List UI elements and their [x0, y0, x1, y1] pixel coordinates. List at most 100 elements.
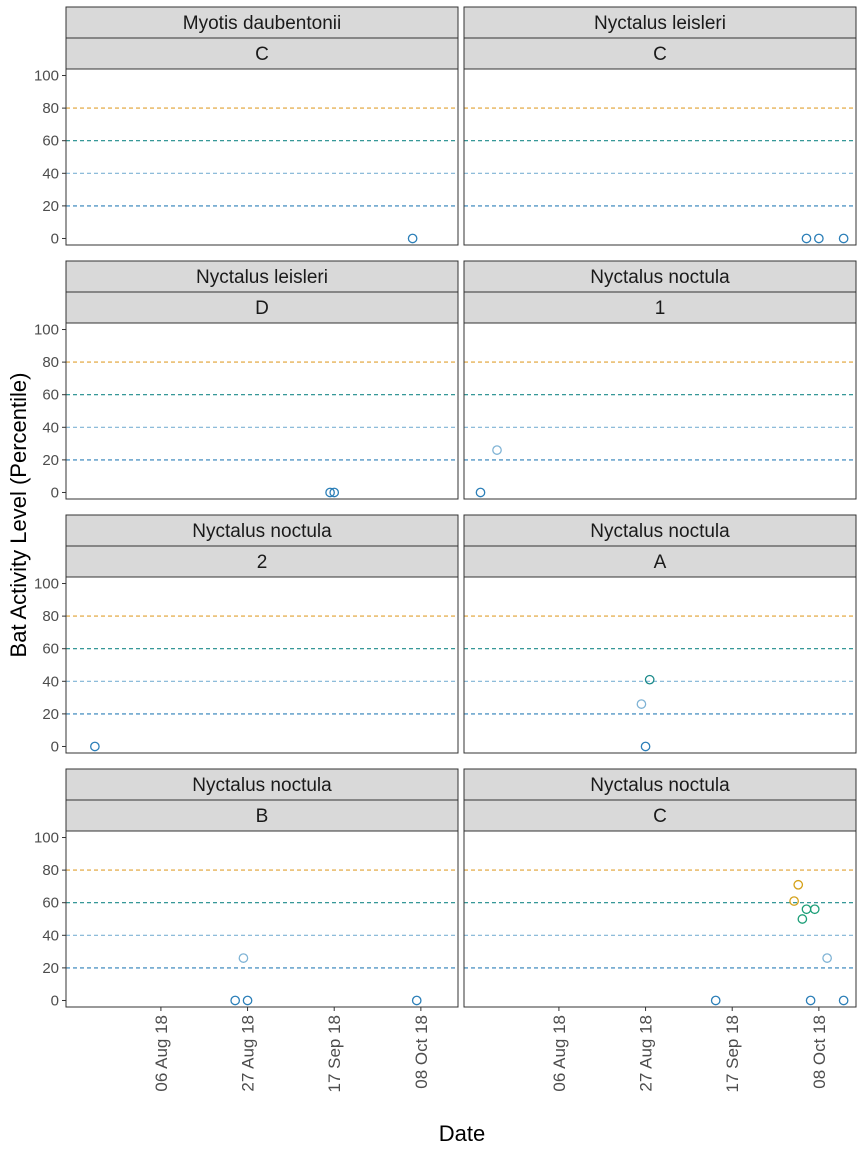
- panel-plot-area: [66, 69, 458, 245]
- y-axis-title: Bat Activity Level (Percentile): [6, 373, 31, 658]
- strip-site-label: 2: [257, 552, 268, 573]
- data-point: [838, 995, 849, 1006]
- panel-plot-area: [464, 323, 856, 499]
- strip-site-label: 1: [655, 298, 666, 319]
- y-tick-label: 80: [42, 608, 59, 625]
- strip-site-label: C: [653, 806, 667, 827]
- strip-site-background: [65, 37, 459, 70]
- strip-species-background: [65, 514, 459, 547]
- x-tick-label: 27 Aug 18: [637, 1015, 656, 1092]
- data-point: [710, 995, 721, 1006]
- strip-site-background: [463, 799, 857, 832]
- x-tick-label: 08 Oct 18: [810, 1015, 829, 1089]
- facet-panel: Nyctalus noctula A: [463, 514, 857, 754]
- strip-species-label: Nyctalus leisleri: [196, 267, 328, 288]
- strip-site-label: C: [255, 44, 269, 65]
- y-tick-label: 0: [51, 992, 59, 1009]
- panel-border: [65, 322, 459, 500]
- y-tick-label: 0: [51, 484, 59, 501]
- x-tick-label: 17 Sep 18: [723, 1015, 742, 1093]
- x-axis-title: Date: [439, 1121, 485, 1146]
- panel-border: [463, 322, 857, 500]
- strip-site-background: [463, 37, 857, 70]
- data-point: [801, 233, 812, 244]
- strip-species-background: [463, 514, 857, 547]
- data-point: [636, 699, 647, 709]
- data-point: [789, 896, 799, 906]
- panel-border: [463, 830, 857, 1008]
- strip-site-background: [463, 291, 857, 324]
- data-point: [242, 995, 253, 1006]
- panel-plot-area: [464, 831, 856, 1007]
- strip-site-label: D: [255, 298, 269, 319]
- data-point: [822, 953, 832, 963]
- y-tick-label: 20: [42, 452, 59, 469]
- y-tick-label: 0: [51, 738, 59, 755]
- y-tick-label: 40: [42, 673, 59, 690]
- x-tick-label: 17 Sep 18: [325, 1015, 344, 1093]
- facet-panel: Nyctalus noctula C: [463, 768, 857, 1008]
- strip-species-background: [463, 260, 857, 293]
- strip-species-label: Nyctalus noctula: [590, 267, 730, 288]
- strip-site-background: [65, 291, 459, 324]
- x-tick-label: 06 Aug 18: [550, 1015, 569, 1092]
- panel-border: [65, 576, 459, 754]
- panel-border: [463, 576, 857, 754]
- panel-plot-area: [464, 577, 856, 753]
- y-tick-label: 0: [51, 230, 59, 247]
- panel-border: [65, 68, 459, 246]
- y-tick-label: 60: [42, 387, 59, 404]
- facet-panel: Nyctalus noctula B 0 20 40 60 80 100: [34, 768, 459, 1009]
- data-point: [640, 741, 651, 752]
- data-point: [644, 674, 655, 685]
- strip-site-label: C: [653, 44, 667, 65]
- x-tick-label: 27 Aug 18: [239, 1015, 258, 1092]
- data-point: [325, 487, 335, 498]
- panel-plot-area: [66, 577, 458, 753]
- facet-panel: Myotis daubentonii C 0 20 40 60 80 100: [34, 6, 459, 247]
- x-tick-label: 08 Oct 18: [412, 1015, 431, 1089]
- strip-species-background: [65, 260, 459, 293]
- facet-panels: Myotis daubentoniiC020406080100Nyctalus …: [34, 6, 857, 1009]
- panel-border: [65, 830, 459, 1008]
- data-point: [492, 445, 502, 455]
- y-tick-label: 80: [42, 100, 59, 117]
- strip-site-background: [65, 799, 459, 832]
- y-tick-label: 20: [42, 706, 59, 723]
- y-tick-label: 40: [42, 165, 59, 182]
- facet-panel: Nyctalus leisleri D 0 20 40 60 80 100: [34, 260, 459, 501]
- y-tick-label: 100: [34, 830, 59, 847]
- data-point: [475, 487, 486, 498]
- data-point: [805, 995, 816, 1006]
- strip-species-background: [65, 768, 459, 801]
- data-point: [90, 741, 100, 752]
- facet-panel: Nyctalus noctula 1: [463, 260, 857, 500]
- data-point: [411, 995, 422, 1006]
- data-point: [797, 914, 808, 924]
- data-point: [809, 904, 820, 915]
- y-tick-label: 60: [42, 641, 59, 658]
- strip-species-label: Nyctalus noctula: [192, 775, 332, 796]
- y-tick-label: 80: [42, 354, 59, 371]
- y-tick-label: 100: [34, 576, 59, 593]
- panel-plot-area: [464, 69, 856, 245]
- strip-species-label: Nyctalus noctula: [590, 775, 730, 796]
- data-point: [238, 953, 249, 963]
- strip-species-background: [463, 768, 857, 801]
- strip-species-label: Nyctalus leisleri: [594, 13, 726, 34]
- strip-species-label: Nyctalus noctula: [590, 521, 730, 542]
- x-tick-label: 06 Aug 18: [152, 1015, 171, 1092]
- y-tick-label: 60: [42, 133, 59, 150]
- panel-border: [463, 68, 857, 246]
- y-tick-label: 20: [42, 960, 59, 977]
- y-tick-label: 40: [42, 419, 59, 436]
- strip-species-label: Myotis daubentonii: [183, 13, 341, 34]
- strip-species-background: [463, 6, 857, 39]
- strip-site-background: [65, 545, 459, 578]
- strip-species-label: Nyctalus noctula: [192, 521, 332, 542]
- panel-plot-area: [66, 831, 458, 1007]
- data-point: [329, 487, 340, 498]
- strip-species-background: [65, 6, 459, 39]
